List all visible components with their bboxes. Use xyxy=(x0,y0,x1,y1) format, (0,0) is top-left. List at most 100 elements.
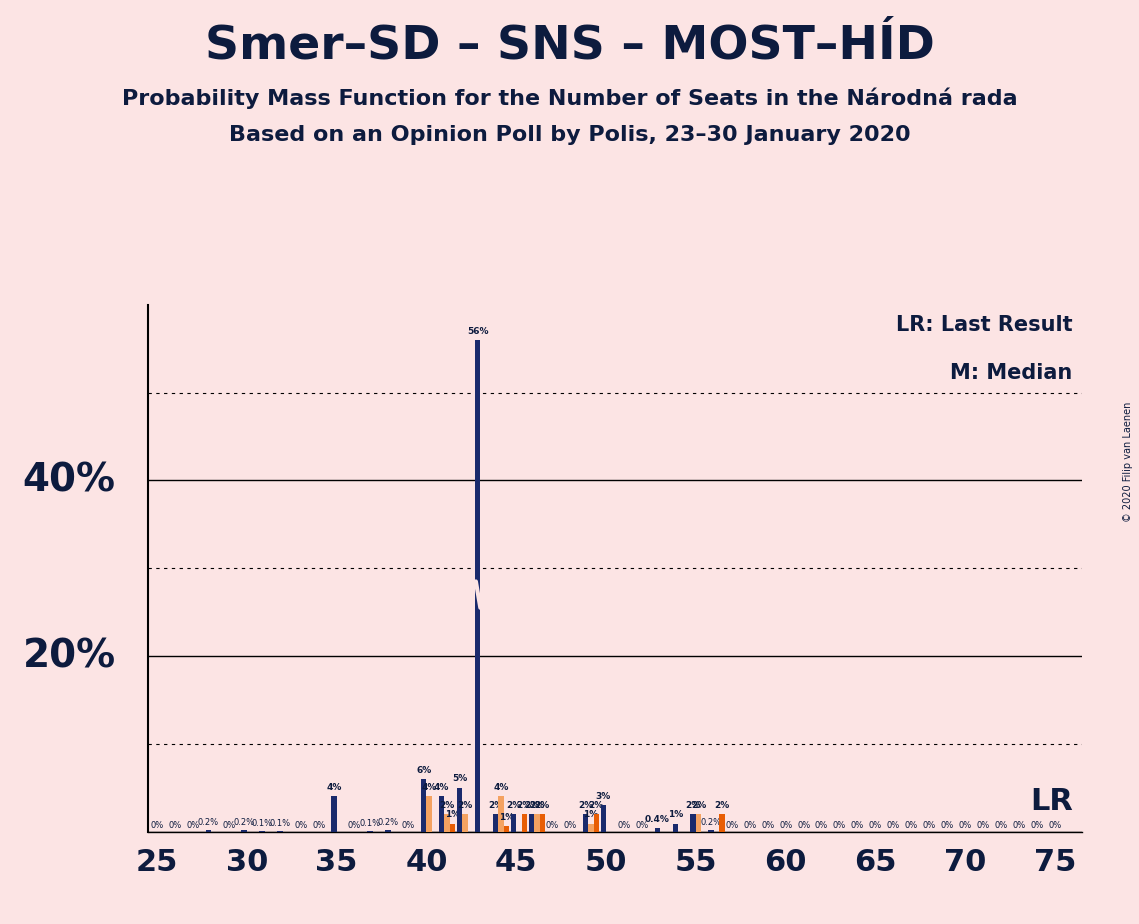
Text: 0%: 0% xyxy=(797,821,810,830)
Text: 6%: 6% xyxy=(416,766,432,774)
Text: 0%: 0% xyxy=(976,821,990,830)
Text: 0.2%: 0.2% xyxy=(700,819,722,827)
Text: 0.1%: 0.1% xyxy=(359,819,380,828)
Text: 0%: 0% xyxy=(546,821,559,830)
Text: 3%: 3% xyxy=(596,792,611,801)
Text: 0%: 0% xyxy=(1013,821,1026,830)
Bar xyxy=(588,823,593,832)
Text: 0%: 0% xyxy=(923,821,936,830)
Text: 0.1%: 0.1% xyxy=(252,819,272,828)
Bar xyxy=(719,814,724,832)
Bar xyxy=(457,787,462,832)
Text: 2%: 2% xyxy=(577,801,593,809)
Text: LR: Last Result: LR: Last Result xyxy=(896,315,1073,335)
Text: 2%: 2% xyxy=(686,801,700,809)
Bar xyxy=(600,805,606,832)
Bar xyxy=(493,814,499,832)
Bar xyxy=(522,814,527,832)
Text: 2%: 2% xyxy=(589,801,604,809)
Text: 0%: 0% xyxy=(816,821,828,830)
Text: 4%: 4% xyxy=(493,784,509,792)
Text: 0%: 0% xyxy=(636,821,648,830)
Text: 2%: 2% xyxy=(440,801,454,809)
Text: 0%: 0% xyxy=(617,821,631,830)
Bar xyxy=(690,814,696,832)
Text: 0.4%: 0.4% xyxy=(645,815,670,823)
Text: M: Median: M: Median xyxy=(950,363,1073,383)
Bar xyxy=(450,823,456,832)
Text: 2%: 2% xyxy=(714,801,730,809)
Text: Probability Mass Function for the Number of Seats in the Národná rada: Probability Mass Function for the Number… xyxy=(122,88,1017,109)
Text: 1%: 1% xyxy=(445,810,460,820)
Text: 20%: 20% xyxy=(23,637,116,675)
Text: 1%: 1% xyxy=(499,813,514,822)
Bar xyxy=(205,830,211,832)
Text: 0%: 0% xyxy=(1049,821,1062,830)
Text: 5%: 5% xyxy=(452,774,467,784)
Bar xyxy=(421,779,426,832)
Text: 0%: 0% xyxy=(851,821,865,830)
Text: Smer–SD – SNS – MOST–HÍD: Smer–SD – SNS – MOST–HÍD xyxy=(205,23,934,68)
Bar xyxy=(444,814,450,832)
Bar xyxy=(696,814,702,832)
Text: 0%: 0% xyxy=(761,821,775,830)
Bar xyxy=(426,796,432,832)
Bar xyxy=(439,796,444,832)
Text: 0.2%: 0.2% xyxy=(233,819,255,827)
Text: 0%: 0% xyxy=(743,821,756,830)
Text: 2%: 2% xyxy=(530,801,544,809)
Text: 0.2%: 0.2% xyxy=(198,819,219,827)
Text: 4%: 4% xyxy=(434,784,450,792)
Text: 0%: 0% xyxy=(726,821,738,830)
Bar xyxy=(593,814,599,832)
Text: LR: LR xyxy=(1030,787,1073,816)
Text: 0%: 0% xyxy=(349,821,361,830)
Text: 2%: 2% xyxy=(458,801,473,809)
Text: 0%: 0% xyxy=(833,821,846,830)
Text: 2%: 2% xyxy=(691,801,706,809)
Text: Based on an Opinion Poll by Polis, 23–30 January 2020: Based on an Opinion Poll by Polis, 23–30… xyxy=(229,125,910,145)
Text: 0.1%: 0.1% xyxy=(270,819,290,828)
Text: 40%: 40% xyxy=(23,461,116,500)
Text: 0%: 0% xyxy=(869,821,882,830)
Bar xyxy=(331,796,337,832)
Text: 2%: 2% xyxy=(517,801,532,809)
Text: 2%: 2% xyxy=(534,801,550,809)
Text: 0%: 0% xyxy=(312,821,326,830)
Text: 0%: 0% xyxy=(294,821,308,830)
Text: 1%: 1% xyxy=(583,810,598,820)
Bar xyxy=(655,828,659,832)
Text: 4%: 4% xyxy=(421,784,437,792)
Text: 0.2%: 0.2% xyxy=(377,819,399,827)
Bar xyxy=(540,814,544,832)
Bar xyxy=(241,830,247,832)
Text: © 2020 Filip van Laenen: © 2020 Filip van Laenen xyxy=(1123,402,1133,522)
Text: 1%: 1% xyxy=(667,810,683,820)
Bar xyxy=(528,814,534,832)
Bar xyxy=(462,814,468,832)
Text: 2%: 2% xyxy=(506,801,522,809)
Text: 0%: 0% xyxy=(887,821,900,830)
Bar xyxy=(534,814,540,832)
Bar xyxy=(385,830,391,832)
Text: 0%: 0% xyxy=(187,821,199,830)
Text: 0%: 0% xyxy=(904,821,918,830)
Bar xyxy=(503,826,509,832)
Bar xyxy=(583,814,588,832)
Bar xyxy=(499,796,503,832)
Text: 0%: 0% xyxy=(564,821,576,830)
Text: 0%: 0% xyxy=(169,821,181,830)
Text: 0%: 0% xyxy=(222,821,236,830)
Bar xyxy=(672,823,678,832)
Bar xyxy=(511,814,516,832)
Text: 56%: 56% xyxy=(467,327,489,335)
Text: 0%: 0% xyxy=(779,821,793,830)
Bar xyxy=(475,340,481,832)
Text: 0%: 0% xyxy=(994,821,1008,830)
Bar xyxy=(708,830,714,832)
Text: 2%: 2% xyxy=(487,801,503,809)
Text: 0%: 0% xyxy=(150,821,164,830)
Text: 0%: 0% xyxy=(402,821,415,830)
Text: 0%: 0% xyxy=(941,821,954,830)
Text: 4%: 4% xyxy=(326,784,342,792)
